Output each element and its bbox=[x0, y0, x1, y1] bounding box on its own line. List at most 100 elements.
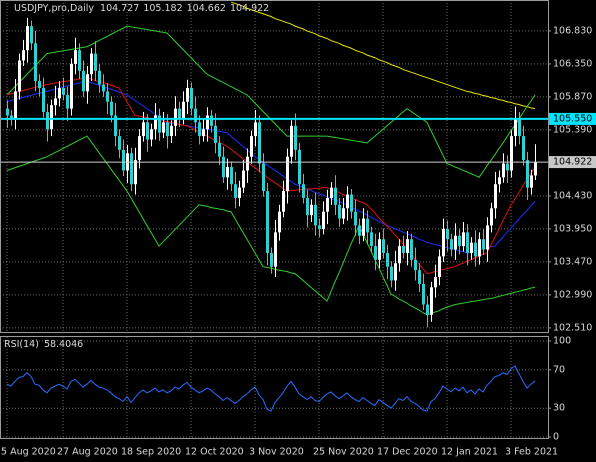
y-tick-label: 103.950 bbox=[553, 223, 592, 234]
candle-body bbox=[526, 160, 529, 188]
candle-body bbox=[178, 108, 181, 119]
candle-body bbox=[22, 50, 25, 61]
candle-body bbox=[298, 149, 301, 185]
candle-body bbox=[50, 105, 53, 130]
candle-body bbox=[418, 270, 421, 284]
candle-body bbox=[202, 129, 205, 137]
y-tick-label: 105.390 bbox=[553, 124, 592, 135]
candle-body bbox=[402, 246, 405, 253]
candle-body bbox=[66, 94, 69, 109]
candle-body bbox=[194, 108, 197, 123]
candle-body bbox=[310, 204, 313, 216]
candle-body bbox=[290, 125, 293, 157]
candle-body bbox=[302, 184, 305, 198]
candle-body bbox=[462, 232, 465, 247]
current-price-box bbox=[549, 156, 596, 169]
x-tick-label: 25 Nov 2020 bbox=[313, 447, 374, 458]
y-tick-label: 102.510 bbox=[553, 322, 592, 333]
candle-body bbox=[490, 208, 493, 226]
candle-body bbox=[94, 53, 97, 71]
candle-body bbox=[238, 187, 241, 198]
close: 104.922 bbox=[230, 3, 269, 14]
candle-body bbox=[366, 218, 369, 233]
candle-body bbox=[54, 98, 57, 106]
rsi-title: RSI(14) 58.4046 bbox=[4, 339, 83, 350]
candle-body bbox=[170, 125, 173, 137]
candle-body bbox=[198, 122, 201, 137]
x-tick-label: 12 Jan 2021 bbox=[441, 447, 498, 458]
candle-body bbox=[518, 118, 521, 137]
candle-body bbox=[350, 194, 353, 212]
y-tick-label: 70 bbox=[553, 364, 565, 375]
candle-body bbox=[130, 153, 133, 185]
candle-body bbox=[434, 277, 437, 288]
candle-body bbox=[262, 163, 265, 192]
x-tick-label: 12 Oct 2020 bbox=[185, 447, 244, 458]
candle-body bbox=[330, 187, 333, 198]
candle-body bbox=[478, 239, 481, 257]
candle-body bbox=[466, 232, 469, 253]
candle-body bbox=[278, 211, 281, 233]
candle-body bbox=[242, 170, 245, 188]
y-tick-label: 105.870 bbox=[553, 91, 592, 102]
indicator-line bbox=[230, 1, 536, 110]
candle-body bbox=[362, 218, 365, 236]
candle-body bbox=[158, 115, 161, 133]
candle-body bbox=[406, 239, 409, 253]
candle-body bbox=[166, 122, 169, 137]
y-tick-label: 100 bbox=[553, 336, 571, 347]
candle-body bbox=[118, 136, 121, 150]
candle-body bbox=[506, 163, 509, 171]
candle-body bbox=[134, 160, 137, 185]
candle-body bbox=[510, 136, 513, 171]
candle-body bbox=[374, 246, 377, 260]
candle-body bbox=[534, 162, 537, 176]
candle-body bbox=[70, 63, 73, 109]
candle-body bbox=[486, 225, 489, 250]
candle-body bbox=[222, 156, 225, 178]
candle-body bbox=[58, 87, 61, 99]
candle-body bbox=[334, 187, 337, 205]
candle-body bbox=[190, 87, 193, 109]
hline-label: 105.550 bbox=[553, 113, 592, 124]
candle-body bbox=[338, 204, 341, 219]
x-tick-label: 18 Sep 2020 bbox=[121, 447, 181, 458]
y-tick-label: 30 bbox=[553, 403, 565, 414]
candle-body bbox=[414, 259, 417, 271]
candle-body bbox=[162, 122, 165, 133]
candle-body bbox=[354, 211, 357, 226]
candle-body bbox=[522, 136, 525, 161]
candle-body bbox=[218, 142, 221, 157]
candle-body bbox=[386, 252, 389, 267]
candle-body bbox=[458, 235, 461, 247]
y-tick-label: 102.990 bbox=[553, 289, 592, 300]
candle-body bbox=[450, 239, 453, 250]
candle-body bbox=[282, 191, 285, 212]
candle-body bbox=[346, 194, 349, 209]
candle-body bbox=[74, 50, 77, 64]
candle-body bbox=[258, 122, 261, 164]
candle-body bbox=[90, 53, 93, 75]
candle-body bbox=[246, 156, 249, 171]
candle-body bbox=[62, 87, 65, 95]
y-tick-label: 0 bbox=[553, 432, 559, 443]
candle-body bbox=[370, 232, 373, 247]
x-tick-label: 3 Nov 2020 bbox=[249, 447, 304, 458]
candle-body bbox=[514, 118, 517, 137]
candle-body bbox=[174, 108, 177, 126]
candle-body bbox=[306, 197, 309, 216]
high: 105.182 bbox=[143, 3, 182, 14]
candle-body bbox=[250, 136, 253, 157]
hline-label-box bbox=[549, 112, 596, 125]
candle-body bbox=[342, 208, 345, 219]
symbol: USDJPY,pro,Daily bbox=[14, 3, 94, 14]
candle-body bbox=[530, 175, 533, 188]
candle-body bbox=[482, 239, 485, 250]
candle-body bbox=[154, 115, 157, 130]
candle-body bbox=[6, 108, 9, 116]
candle-body bbox=[146, 122, 149, 140]
current-price-label: 104.922 bbox=[553, 157, 592, 168]
candle-body bbox=[138, 136, 141, 161]
candle-body bbox=[474, 242, 477, 257]
candle-body bbox=[270, 252, 273, 267]
